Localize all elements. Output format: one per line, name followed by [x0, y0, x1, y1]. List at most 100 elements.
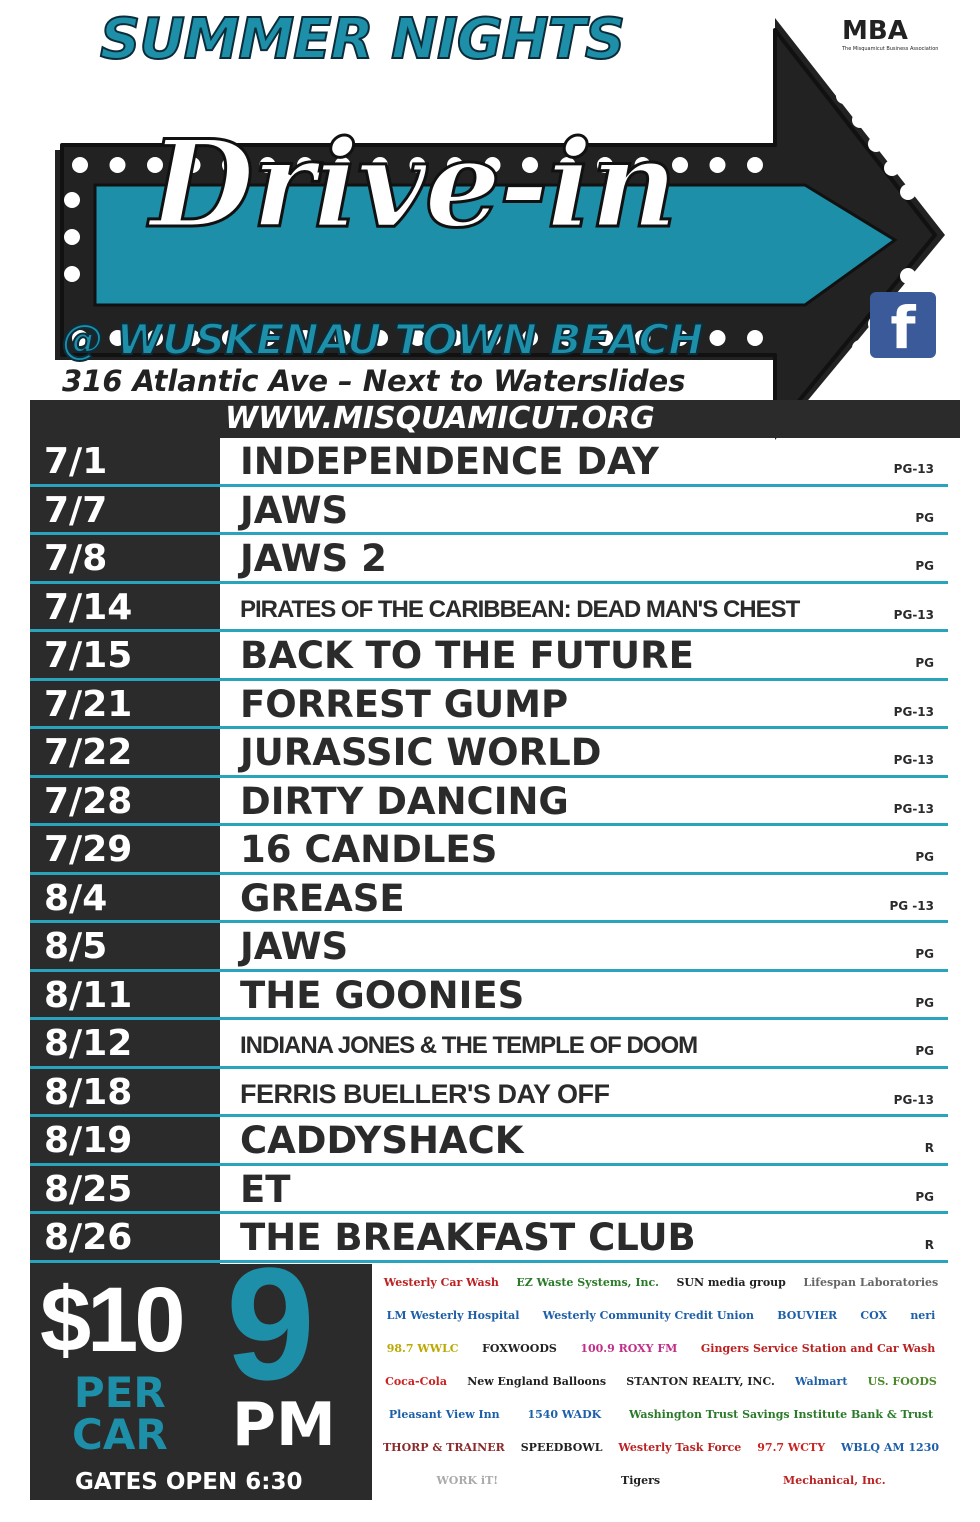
sponsor-logo: 98.7 WWLC: [386, 1341, 459, 1355]
marquee-light: [64, 192, 80, 208]
row-divider: [30, 629, 948, 632]
row-divider: [30, 920, 948, 923]
show-date: 7/22: [44, 732, 133, 773]
movie-rating: R: [924, 1141, 934, 1155]
marquee-light: [747, 330, 763, 346]
row-divider: [30, 483, 948, 487]
sponsor-logos: Westerly Car Wash EZ Waste Systems, Inc. S…: [376, 1268, 946, 1496]
row-divider: [30, 1162, 948, 1166]
marquee-light: [64, 266, 80, 282]
marquee-light: [559, 330, 576, 346]
pricing-box: [30, 1264, 372, 1500]
movie-title: FERRIS BUELLER'S DAY OFF: [240, 1078, 610, 1109]
schedule-row: 7/1 INDEPENDENCE DAY PG-13: [30, 438, 948, 487]
movie-rating: PG: [915, 850, 934, 864]
marquee-light: [709, 330, 726, 346]
sponsor-logo: Westerly Task Force: [618, 1441, 742, 1455]
show-date: 8/25: [44, 1168, 133, 1210]
show-time: 9: [226, 1234, 315, 1413]
marquee-light: [184, 330, 201, 346]
marquee-light: [64, 229, 80, 245]
marquee-light: [672, 157, 688, 173]
marquee-light: [259, 157, 276, 173]
show-date: 8/12: [44, 1023, 133, 1064]
movie-title: JAWS: [240, 488, 349, 532]
schedule-row: 7/14 PIRATES OF THE CARIBBEAN: DEAD MAN'…: [30, 584, 948, 632]
marquee-light: [184, 157, 201, 173]
marquee-light: [709, 157, 726, 173]
marquee-light: [409, 330, 426, 346]
marquee-light: [409, 157, 426, 173]
price: $10: [40, 1269, 185, 1371]
sponsor-logo: Walmart: [795, 1374, 848, 1388]
marquee-light: [836, 88, 852, 104]
address: 316 Atlantic Ave – Next to Waterslides: [62, 364, 686, 398]
movie-rating: PG-13: [893, 704, 934, 719]
movie-title: ET: [240, 1167, 291, 1211]
movie-title: 16 CANDLES: [240, 828, 498, 871]
sponsor-logo: Pleasant View Inn: [388, 1408, 500, 1422]
show-time-pm: PM: [232, 1390, 336, 1460]
sponsor-logo: Gingers Service Station and Car Wash: [700, 1341, 936, 1355]
movie-title: JURASSIC WORLD: [240, 731, 602, 774]
movie-title: INDIANA JONES & THE TEMPLE OF DOOM: [240, 1032, 698, 1059]
marquee-light: [72, 330, 88, 346]
movie-rating: PG-13: [893, 607, 934, 622]
sponsor-logo: Coca-Cola: [385, 1374, 447, 1388]
marquee-light: [634, 330, 651, 346]
marquee-light: [597, 157, 613, 173]
marquee-light: [522, 157, 538, 173]
show-date: 7/28: [44, 780, 133, 822]
schedule-row: 8/11 THE GOONIES PG: [30, 972, 948, 1020]
website-link[interactable]: WWW.MISQUAMICUT.ORG: [225, 401, 655, 436]
sponsor-logo: Lifespan Laboratories: [803, 1275, 939, 1289]
show-date: 8/5: [44, 926, 108, 967]
event-title: SUMMER NIGHTS: [99, 7, 626, 73]
sponsor-logo: 97.7 WCTY: [757, 1441, 826, 1455]
show-date: 7/15: [44, 635, 133, 676]
schedule-row: 7/29 16 CANDLES PG: [30, 826, 948, 875]
schedule-row: 7/15 BACK TO THE FUTURE PG: [30, 632, 948, 681]
marquee-light: [884, 160, 900, 176]
marquee-light: [334, 330, 351, 346]
show-date: 7/7: [44, 489, 108, 531]
row-divider: [30, 1259, 948, 1263]
marquee-light: [836, 364, 852, 380]
date-column: [30, 438, 220, 1264]
sponsor-logo: COX: [860, 1308, 888, 1322]
sponsor-logo: THORP & TRAINER: [382, 1441, 505, 1455]
movie-title: THE BREAKFAST CLUB: [240, 1216, 696, 1259]
movie-rating: PG: [915, 1044, 934, 1058]
gates-open: GATES OPEN 6:30: [75, 1469, 303, 1495]
row-divider: [30, 1017, 948, 1020]
marquee-light: [109, 157, 126, 173]
schedule-row: 8/5 JAWS PG: [30, 923, 948, 972]
location: @ WUSKENAU TOWN BEACH: [61, 315, 704, 364]
facebook-icon[interactable]: f: [870, 292, 936, 362]
marquee-light: [484, 157, 501, 173]
mba-logo: MBA The Misquamicut Business Association: [842, 16, 939, 52]
show-date: 8/26: [44, 1217, 133, 1258]
marquee-light: [852, 112, 868, 128]
schedule-row: 7/7 JAWS PG: [30, 487, 948, 535]
schedule-row: 8/25 ET PG: [30, 1166, 948, 1214]
marquee-light: [72, 157, 88, 173]
row-divider: [30, 532, 948, 535]
movie-title: FORREST GUMP: [240, 682, 569, 726]
schedule-row: 8/18 FERRIS BUELLER'S DAY OFF PG-13: [30, 1069, 948, 1117]
movie-title: PIRATES OF THE CARIBBEAN: DEAD MAN'S CHE…: [240, 595, 800, 623]
schedule-row: 8/4 GREASE PG -13: [30, 875, 948, 923]
sponsor-logo: Westerly Community Credit Union: [542, 1308, 754, 1322]
row-divider: [30, 871, 948, 875]
marquee-light: [297, 330, 313, 346]
marquee-light: [484, 330, 501, 346]
show-date: 8/19: [44, 1120, 133, 1161]
marquee-light: [372, 157, 388, 173]
website-bar: [30, 400, 960, 438]
schedule-row: 7/8 JAWS 2 PG: [30, 535, 948, 584]
sponsor-logo: New England Balloons: [467, 1374, 607, 1388]
sponsor-logo: Mechanical, Inc.: [783, 1474, 886, 1488]
sponsor-logo: BOUVIER: [777, 1308, 838, 1322]
sponsor-logo: 100.9 ROXY FM: [580, 1341, 678, 1355]
row-divider: [30, 774, 948, 778]
